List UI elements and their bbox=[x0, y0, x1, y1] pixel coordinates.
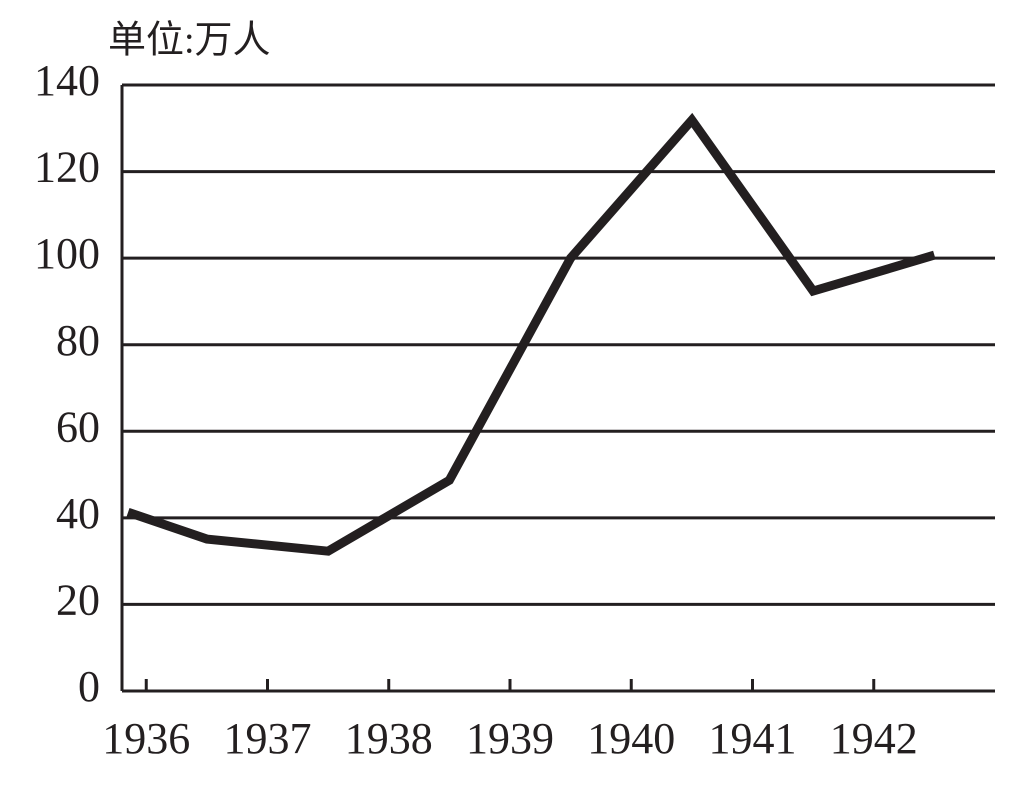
x-tick-label: 1941 bbox=[709, 714, 797, 763]
y-tick-label: 60 bbox=[56, 402, 100, 451]
line bbox=[126, 112, 936, 556]
y-tick-label: 100 bbox=[34, 229, 100, 278]
y-tick-label: 20 bbox=[56, 576, 100, 625]
x-tick-label: 1940 bbox=[587, 714, 675, 763]
x-tick-label: 1938 bbox=[345, 714, 433, 763]
x-tick-label: 1939 bbox=[466, 714, 554, 763]
y-tick-label: 0 bbox=[78, 662, 100, 711]
x-tick-label: 1942 bbox=[830, 714, 918, 763]
x-tick-label: 1936 bbox=[102, 714, 190, 763]
y-tick-label: 80 bbox=[56, 316, 100, 365]
x-tick-label: 1937 bbox=[224, 714, 312, 763]
y-tick-label: 140 bbox=[34, 56, 100, 105]
y-tick-label: 120 bbox=[34, 143, 100, 192]
unit-label: 单位:万人 bbox=[108, 20, 271, 62]
y-tick-label: 40 bbox=[56, 489, 100, 538]
